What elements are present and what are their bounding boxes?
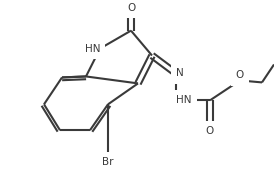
Text: O: O — [206, 126, 214, 136]
Text: O: O — [236, 70, 244, 80]
Text: HN: HN — [176, 95, 192, 105]
Text: HN: HN — [84, 44, 100, 54]
Text: Br: Br — [102, 157, 114, 167]
Text: O: O — [127, 3, 135, 13]
Text: N: N — [176, 68, 184, 78]
